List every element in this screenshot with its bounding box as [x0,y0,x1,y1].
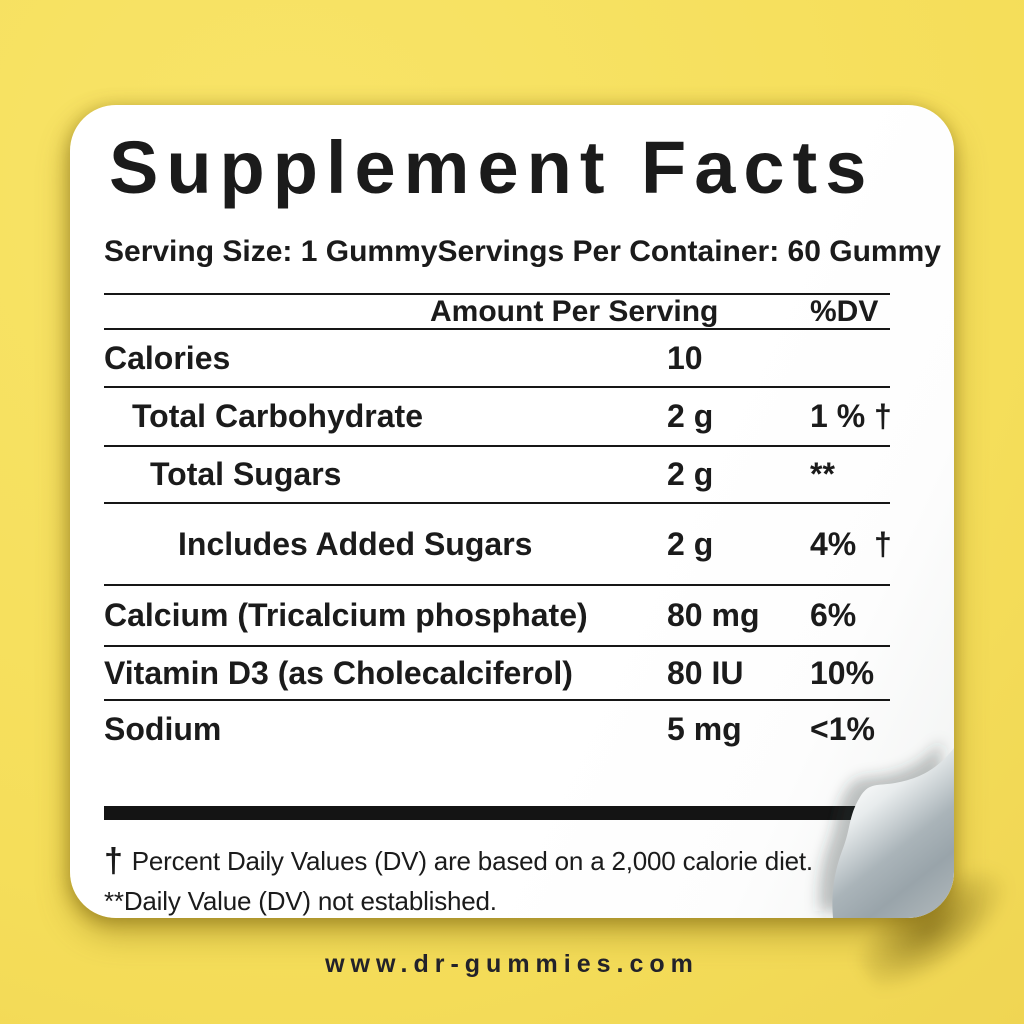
serving-info-row: Serving Size: 1 Gummy Servings Per Conta… [104,235,941,269]
supplement-facts-sticker: Supplement Facts Serving Size: 1 Gummy S… [70,105,954,918]
row-name: Calories [104,339,231,376]
row-dv: <1% [810,710,875,747]
row-amount: 2 g [667,398,714,434]
footnote-text: Daily Value (DV) not established. [123,886,497,916]
row-dv: 4% † [810,525,892,562]
row-amount: 5 mg [667,710,742,747]
servings-per-container-text: Servings Per Container: 60 Gummy [437,235,941,268]
table-row: Sodium 5 mg <1% [104,701,890,757]
double-asterisk-symbol: ** [104,886,124,916]
row-dv: 6% [810,597,857,633]
amount-per-serving-header: Amount Per Serving [430,294,719,328]
dagger-symbol: † [104,842,123,880]
table-row: Vitamin D3 (as Cholecalciferol) 80 IU 10… [104,647,890,701]
row-amount: 10 [667,339,703,376]
table-row: Total Carbohydrate 2 g 1 % † [104,388,892,447]
row-name: Vitamin D3 (as Cholecalciferol) [104,654,573,691]
row-amount: 80 IU [667,654,744,691]
serving-size-text: Serving Size: 1 Gummy [104,235,438,268]
table-header-row: Amount Per Serving %DV [104,293,890,330]
table-row: Calories 10 [104,330,890,388]
table-row: Total Sugars 2 g ** [104,447,890,504]
row-dv: 1 % † [810,398,892,434]
supplement-facts-title: Supplement Facts [109,126,875,209]
row-name: Total Sugars [150,456,342,492]
row-amount: 2 g [667,525,714,562]
row-name: Total Carbohydrate [132,398,423,434]
footnote-dv-not-established: **Daily Value (DV) not established. [104,881,900,921]
row-dv: 10% [810,654,875,691]
row-name: Calcium (Tricalcium phosphate) [104,597,588,633]
row-amount: 2 g [667,456,714,492]
table-row: Calcium (Tricalcium phosphate) 80 mg 6% [104,586,890,647]
row-dv: ** [810,456,835,492]
footnotes: † Percent Daily Values (DV) are based on … [104,839,900,921]
row-name: Sodium [104,710,222,747]
curl-backside [832,748,954,918]
footnote-text: Percent Daily Values (DV) are based on a… [131,846,813,876]
facts-table: Amount Per Serving %DV Calories 10 Total… [104,293,892,757]
table-row: Includes Added Sugars 2 g 4% † [104,504,892,586]
page-curl-corner [819,741,954,918]
row-amount: 80 mg [667,597,760,633]
thick-divider-bar [104,806,890,820]
website-url: www.dr-gummies.com [325,950,699,978]
percent-dv-header: %DV [810,294,879,328]
row-name: Includes Added Sugars [178,525,533,562]
footnote-daily-values: † Percent Daily Values (DV) are based on … [104,839,900,881]
